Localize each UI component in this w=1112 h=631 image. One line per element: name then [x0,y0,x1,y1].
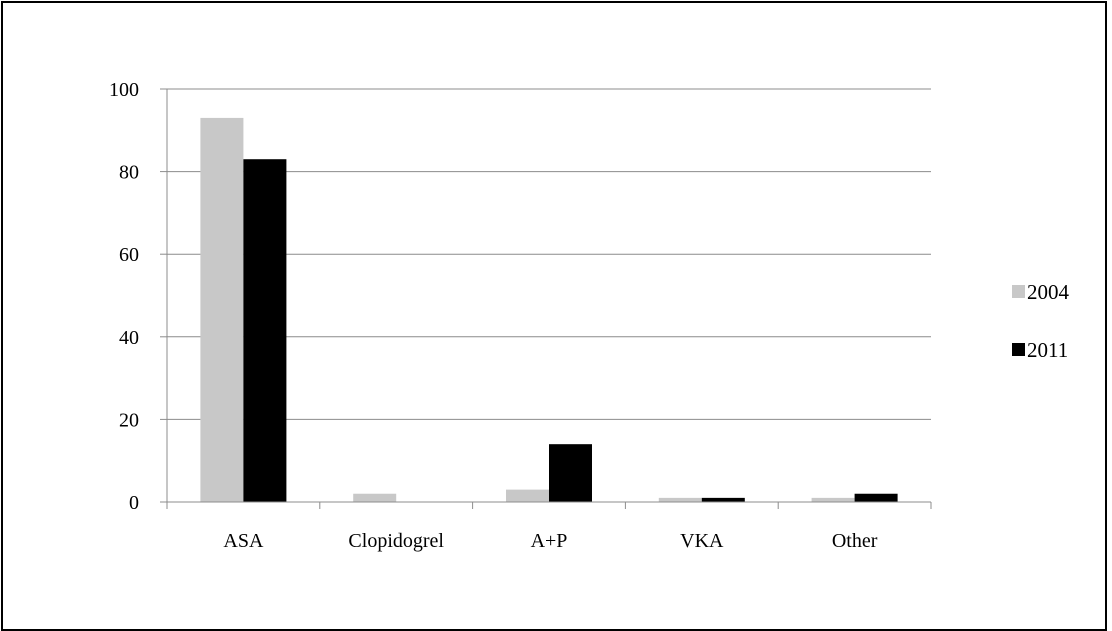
legend-label: 2004 [1027,280,1070,304]
y-tick-label: 80 [119,162,139,184]
legend-label: 2011 [1027,338,1068,362]
bar-2004-VKA [658,497,702,502]
legend-swatch-2004 [1012,285,1025,298]
bar-2004-Clopidogrel [353,493,397,502]
y-tick-label: 60 [119,244,139,266]
x-tick-label: A+P [531,530,568,552]
x-tick-label: Other [832,530,878,552]
bar-2011-ASA [243,159,287,502]
bar-2004-Other [811,497,855,502]
x-tick-label: VKA [680,530,724,552]
bars [200,117,898,502]
x-tick-label: Clopidogrel [348,530,444,552]
y-tick-label: 100 [109,79,139,101]
legend-swatch-2011 [1012,343,1025,356]
y-tick-label: 40 [119,327,139,349]
x-tick-label: ASA [223,530,264,552]
bar-2011-Other [854,493,898,502]
bar-2004-ASA [200,117,244,502]
y-tick-label: 0 [129,492,139,514]
bar-2004-A+P [506,489,549,502]
y-tick-label: 20 [119,409,139,431]
tick-labels: 0 20 40 60 80 100 ASA Clopidogrel A+P VKA Other [109,79,878,552]
axes [160,88,932,509]
bar-2011-VKA [701,497,745,502]
gridlines [167,88,931,420]
legend: 2004 2011 [1012,280,1070,362]
bar-2011-A+P [549,444,592,502]
